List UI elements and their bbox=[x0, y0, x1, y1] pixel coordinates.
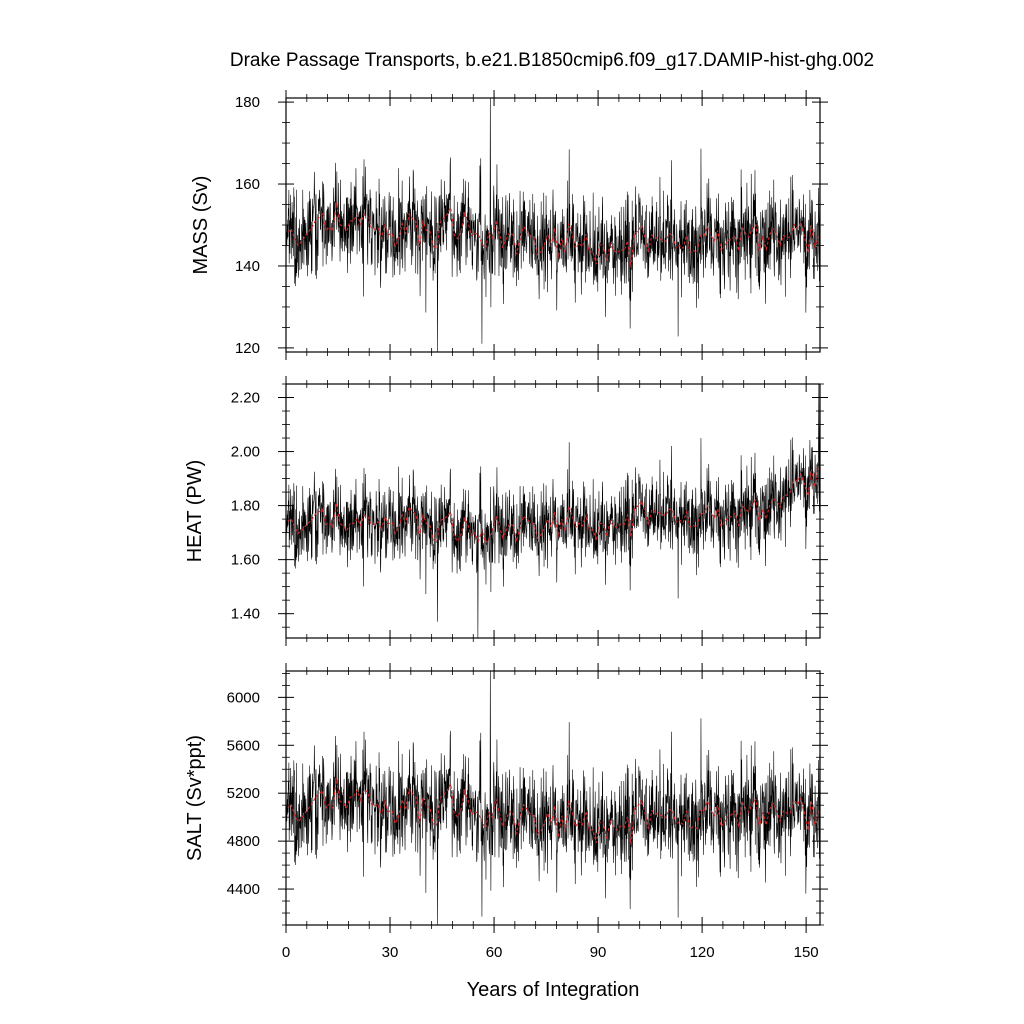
chart-title: Drake Passage Transports, b.e21.B1850cmi… bbox=[230, 50, 874, 71]
series-line-monthly bbox=[286, 384, 820, 638]
x-tick-label: 150 bbox=[794, 944, 819, 961]
y-tick-label: 140 bbox=[235, 258, 260, 275]
y-tick-label: 4400 bbox=[227, 881, 260, 898]
series-line-annual-mean bbox=[287, 467, 819, 544]
y-tick-label: 1.40 bbox=[231, 606, 260, 623]
plot-frame bbox=[285, 383, 821, 639]
chart-panels: 120 140 160 180 MASS (Sv) 1.40 1.60 1.80 2.00 2.2… bbox=[184, 90, 828, 961]
series-line-monthly bbox=[286, 98, 820, 352]
panel-salt: 4400 4800 5200 5600 6000 0 30 60 90 120 150 SALT (S… bbox=[184, 663, 828, 961]
x-tick-label: 30 bbox=[382, 944, 399, 961]
panel-mass: 120 140 160 180 MASS (Sv) bbox=[190, 90, 828, 360]
x-axis-label: Years of Integration bbox=[467, 979, 640, 1001]
y-tick-label: 180 bbox=[235, 94, 260, 111]
y-axis-label: MASS (Sv) bbox=[190, 176, 212, 275]
series-line-annual-mean bbox=[287, 777, 819, 845]
x-tick-label: 120 bbox=[690, 944, 715, 961]
plot-frame bbox=[285, 670, 821, 926]
y-axis-label: SALT (Sv*ppt) bbox=[184, 735, 206, 861]
panel-heat: 1.40 1.60 1.80 2.00 2.20 HEAT (PW) bbox=[184, 376, 828, 646]
x-tick-label: 0 bbox=[282, 944, 290, 961]
y-tick-label: 5600 bbox=[227, 737, 260, 754]
y-tick-label: 5200 bbox=[227, 785, 260, 802]
y-tick-label: 120 bbox=[235, 340, 260, 357]
series-line-annual-mean bbox=[287, 202, 819, 268]
y-tick-label: 4800 bbox=[227, 833, 260, 850]
y-tick-label: 160 bbox=[235, 176, 260, 193]
y-tick-label: 1.60 bbox=[231, 552, 260, 569]
y-tick-label: 1.80 bbox=[231, 498, 260, 515]
series-line-monthly bbox=[286, 671, 820, 925]
y-tick-label: 2.20 bbox=[231, 390, 260, 407]
y-tick-label: 6000 bbox=[227, 689, 260, 706]
x-tick-label: 90 bbox=[590, 944, 607, 961]
x-tick-label: 60 bbox=[486, 944, 503, 961]
y-tick-label: 2.00 bbox=[231, 444, 260, 461]
y-axis-label: HEAT (PW) bbox=[184, 460, 206, 563]
